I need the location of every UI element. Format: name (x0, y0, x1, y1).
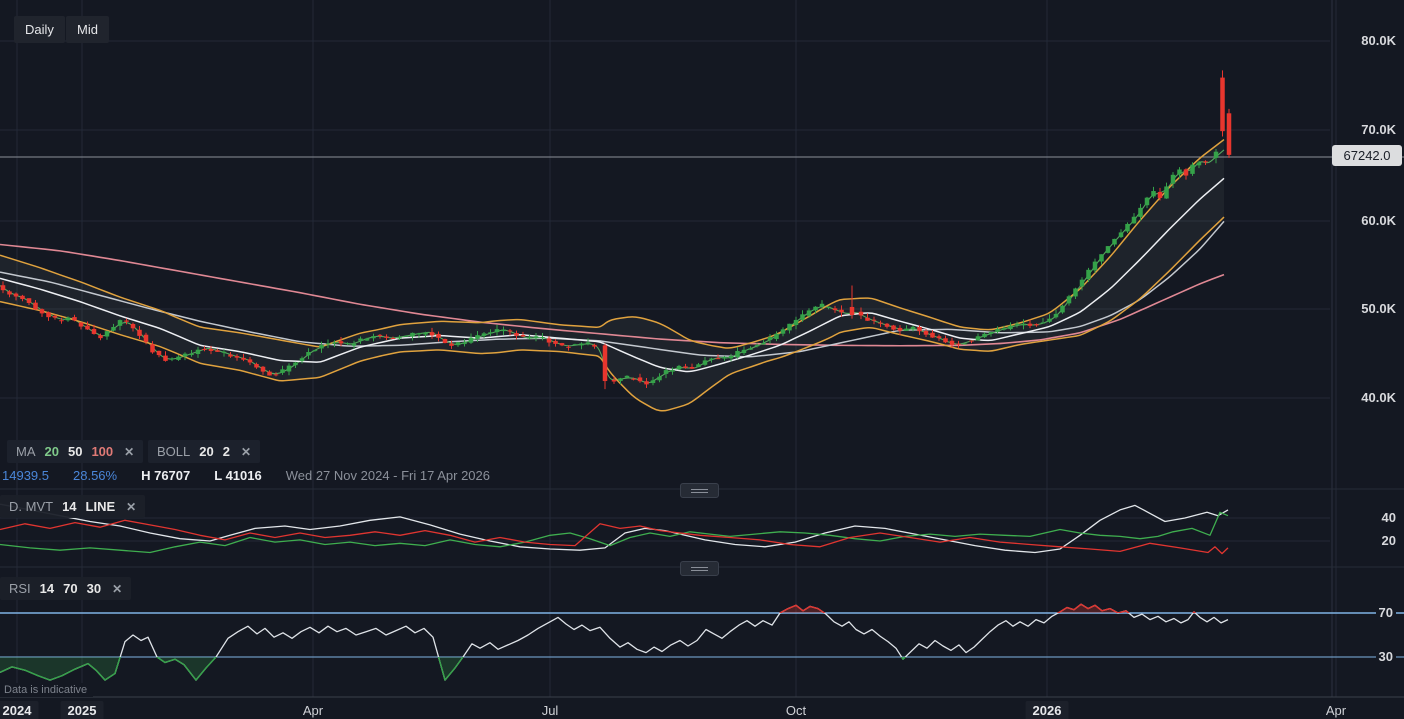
indicator-name: RSI (9, 581, 31, 596)
indicator-param[interactable]: 2 (222, 444, 230, 459)
date-range-label: Wed 27 Nov 2024 - Fri 17 Apr 2026 (285, 468, 490, 483)
dmvt-axis-tick: 40 (1381, 510, 1396, 525)
indicator-param[interactable]: 50 (67, 444, 83, 459)
time-axis-tick: 2026 (1025, 701, 1069, 719)
rsi-panel[interactable] (0, 571, 1330, 681)
rsi-axis-tick: 30 (1375, 649, 1396, 664)
indicator-name: D. MVT (9, 499, 54, 514)
indicator-name: BOLL (157, 444, 191, 459)
time-axis-tick: Apr (1325, 703, 1347, 718)
data-indicative-note: Data is indicative (0, 683, 94, 697)
time-axis-tick: 2024 (0, 701, 39, 719)
price-axis-tick: 50.0K (1361, 301, 1396, 316)
indicator-param[interactable]: 70 (63, 581, 78, 596)
low-value: L 41016 (214, 468, 262, 483)
time-axis-tick: Apr (302, 703, 324, 718)
remove-ma-icon[interactable]: ✕ (124, 444, 135, 459)
indicator-param[interactable]: LINE (85, 499, 116, 514)
timeframe-daily-button[interactable]: Daily (14, 16, 65, 43)
remove-rsi-icon[interactable]: ✕ (112, 581, 123, 596)
indicator-param[interactable]: 14 (39, 581, 55, 596)
indicator-name: MA (16, 444, 36, 459)
current-price-label: 67242.0 (1332, 145, 1402, 166)
indicator-param[interactable]: 100 (91, 444, 114, 459)
indicator-param[interactable]: 20 (199, 444, 214, 459)
price-axis-tick: 70.0K (1361, 122, 1396, 137)
indicator-param[interactable]: 30 (86, 581, 102, 596)
remove-boll-icon[interactable]: ✕ (240, 444, 252, 459)
price-axis-tick: 80.0K (1361, 33, 1396, 48)
price-axis-tick: 60.0K (1361, 213, 1396, 228)
time-axis-tick: Oct (785, 703, 807, 718)
main-chart-panel[interactable] (0, 0, 1330, 487)
panel-resize-handle[interactable] (680, 483, 719, 498)
time-axis-tick: Jul (541, 703, 559, 718)
dmvt-indicator-chip[interactable]: D. MVT 14 LINE ✕ (0, 495, 146, 518)
rsi-indicator-chip[interactable]: RSI 14 70 30 ✕ (0, 577, 132, 600)
indicator-param[interactable]: 14 (62, 499, 77, 514)
time-axis-tick: 2025 (60, 701, 104, 719)
price-mid-button[interactable]: Mid (66, 16, 109, 43)
price-stats-row: 14939.5 28.56% H 76707 L 41016 Wed 27 No… (2, 468, 490, 483)
panel-resize-handle[interactable] (680, 561, 719, 576)
dmvt-axis-tick: 20 (1381, 533, 1396, 548)
ma-indicator-chip[interactable]: MA 20 50 100 ✕ (7, 440, 144, 463)
change-percent: 28.56% (73, 468, 118, 483)
dmvt-panel[interactable] (0, 489, 1330, 567)
high-value: H 76707 (141, 468, 191, 483)
boll-indicator-chip[interactable]: BOLL 20 2 ✕ (148, 440, 261, 463)
indicator-param[interactable]: 20 (44, 444, 59, 459)
price-axis-tick: 40.0K (1361, 390, 1396, 405)
rsi-axis-tick: 70 (1375, 605, 1396, 620)
remove-dmvt-icon[interactable]: ✕ (126, 499, 137, 514)
change-value: 14939.5 (2, 468, 49, 483)
